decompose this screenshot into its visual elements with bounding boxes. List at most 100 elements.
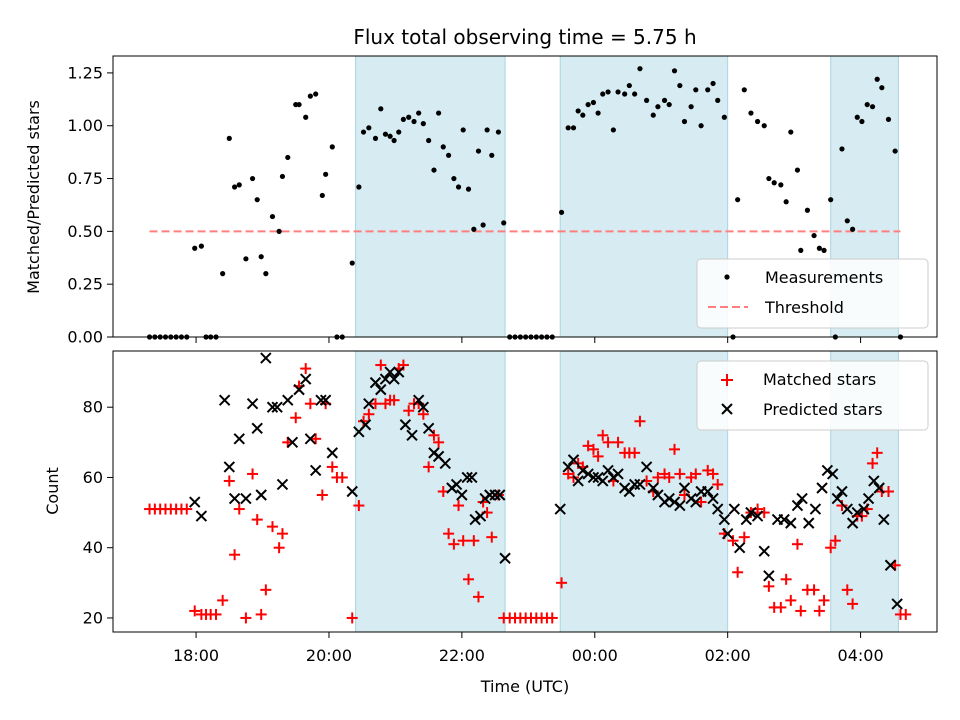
- matched-point-41: [375, 359, 387, 371]
- matched-point-20: [255, 608, 267, 620]
- predicted-point-37: [422, 422, 435, 434]
- measurement-point-97: [671, 68, 678, 74]
- predicted-point-b: [796, 492, 808, 505]
- predicted-point-b: [567, 454, 580, 466]
- matched-point-107: [727, 535, 739, 547]
- measurement-point-47: [406, 114, 412, 120]
- measurement-point-15: [232, 184, 238, 190]
- measurement-point-77: [565, 125, 571, 131]
- matched-point-116: [780, 573, 792, 585]
- predicted-point-19: [309, 464, 322, 477]
- measurement-point-124: [828, 197, 834, 203]
- predicted-point-b: [315, 394, 327, 406]
- predicted-point-84: [721, 527, 734, 540]
- predicted-point-54: [562, 461, 574, 473]
- measurement-point-105: [715, 97, 721, 103]
- measurement-point-92: [644, 97, 650, 103]
- matched-point-60: [468, 535, 480, 547]
- predicted-point-96: [796, 492, 808, 505]
- predicted-point-27: [369, 376, 382, 389]
- measurement-point-27: [296, 101, 302, 108]
- predicted-point-b: [690, 496, 702, 508]
- matched-point-36: [346, 612, 358, 624]
- top-legend: Measurements Threshold: [696, 258, 929, 329]
- predicted-point-b: [393, 366, 405, 378]
- predicted-point-b: [663, 492, 675, 505]
- predicted-point-b: [634, 478, 646, 491]
- predicted-point-b: [858, 503, 870, 515]
- measurement-point-108: [735, 197, 741, 203]
- predicted-point-53: [554, 503, 566, 515]
- predicted-point-32: [393, 366, 405, 378]
- y-tick-label-2: 60: [83, 468, 103, 487]
- predicted-point-34: [406, 429, 418, 442]
- measurement-point-89: [626, 82, 632, 89]
- y-tick-label-0: 0.00: [67, 328, 103, 347]
- matched-point-59: [463, 573, 475, 585]
- predicted-point-99: [816, 482, 828, 494]
- predicted-point-b: [412, 394, 425, 406]
- measurement-point-42: [382, 131, 389, 137]
- measurement-point-99: [681, 118, 688, 125]
- predicted-point-20: [315, 394, 327, 406]
- measurement-point-126: [839, 146, 845, 152]
- predicted-point-b: [422, 422, 435, 434]
- predicted-point-80: [702, 485, 714, 498]
- matched-point-21: [260, 584, 272, 596]
- predicted-point-b: [286, 436, 299, 449]
- measurement-point-95: [661, 97, 668, 103]
- predicted-point-b: [647, 482, 659, 494]
- matched-point-26: [290, 412, 302, 424]
- predicted-point-94: [785, 517, 797, 529]
- matched-point-29: [304, 398, 316, 410]
- predicted-point-87: [740, 513, 752, 526]
- matched-point-117: [785, 594, 797, 606]
- legend-measurements-marker: [724, 274, 730, 280]
- predicted-point-b: [461, 471, 473, 484]
- predicted-point-b: [474, 510, 487, 522]
- measurement-point-109: [741, 87, 747, 93]
- predicted-points: [189, 352, 903, 610]
- measurement-point-61: [475, 148, 482, 154]
- measurement-point-53: [436, 110, 442, 116]
- predicted-point-45: [466, 471, 478, 484]
- predicted-point-11: [266, 401, 279, 413]
- predicted-point-109: [868, 475, 880, 487]
- predicted-point-75: [674, 499, 686, 512]
- measurement-point-50: [420, 121, 426, 127]
- predicted-point-100: [821, 464, 834, 477]
- predicted-point-68: [634, 478, 646, 491]
- predicted-point-b: [778, 513, 790, 526]
- measurement-point-49: [416, 110, 422, 116]
- measurement-point-110: [748, 110, 754, 116]
- matched-point-8: [189, 605, 201, 617]
- predicted-point-111: [878, 513, 890, 526]
- predicted-point-b: [223, 461, 235, 473]
- measurement-point-30: [313, 91, 319, 97]
- predicted-point-6: [240, 492, 252, 505]
- measurement-point-18: [249, 175, 256, 182]
- x-tick-label-5: 04:00: [838, 646, 884, 665]
- predicted-point-b: [836, 485, 848, 498]
- predicted-point-42: [450, 478, 463, 491]
- measurement-point-14: [226, 135, 232, 141]
- predicted-point-b: [326, 447, 338, 459]
- predicted-point-b: [884, 559, 897, 571]
- predicted-point-b: [240, 492, 252, 505]
- matched-point-23: [273, 542, 285, 554]
- shaded-span-0: [355, 55, 506, 338]
- predicted-point-17: [300, 373, 312, 385]
- measurement-point-57: [455, 184, 462, 190]
- measurement-point-127: [844, 218, 850, 224]
- matched-point-54: [437, 486, 449, 497]
- matched-point-123: [818, 594, 830, 606]
- predicted-point-26: [363, 397, 375, 410]
- predicted-point-69: [640, 461, 653, 473]
- matched-point-64: [486, 531, 498, 543]
- matched-point-40: [369, 398, 381, 410]
- predicted-point-95: [791, 499, 804, 512]
- top-y-ticks: 0.00 0.25 0.50 0.75 1.00 1.25: [67, 63, 113, 347]
- measurement-point-52: [431, 167, 437, 173]
- predicted-point-25: [359, 419, 372, 431]
- measurement-point-94: [655, 104, 661, 110]
